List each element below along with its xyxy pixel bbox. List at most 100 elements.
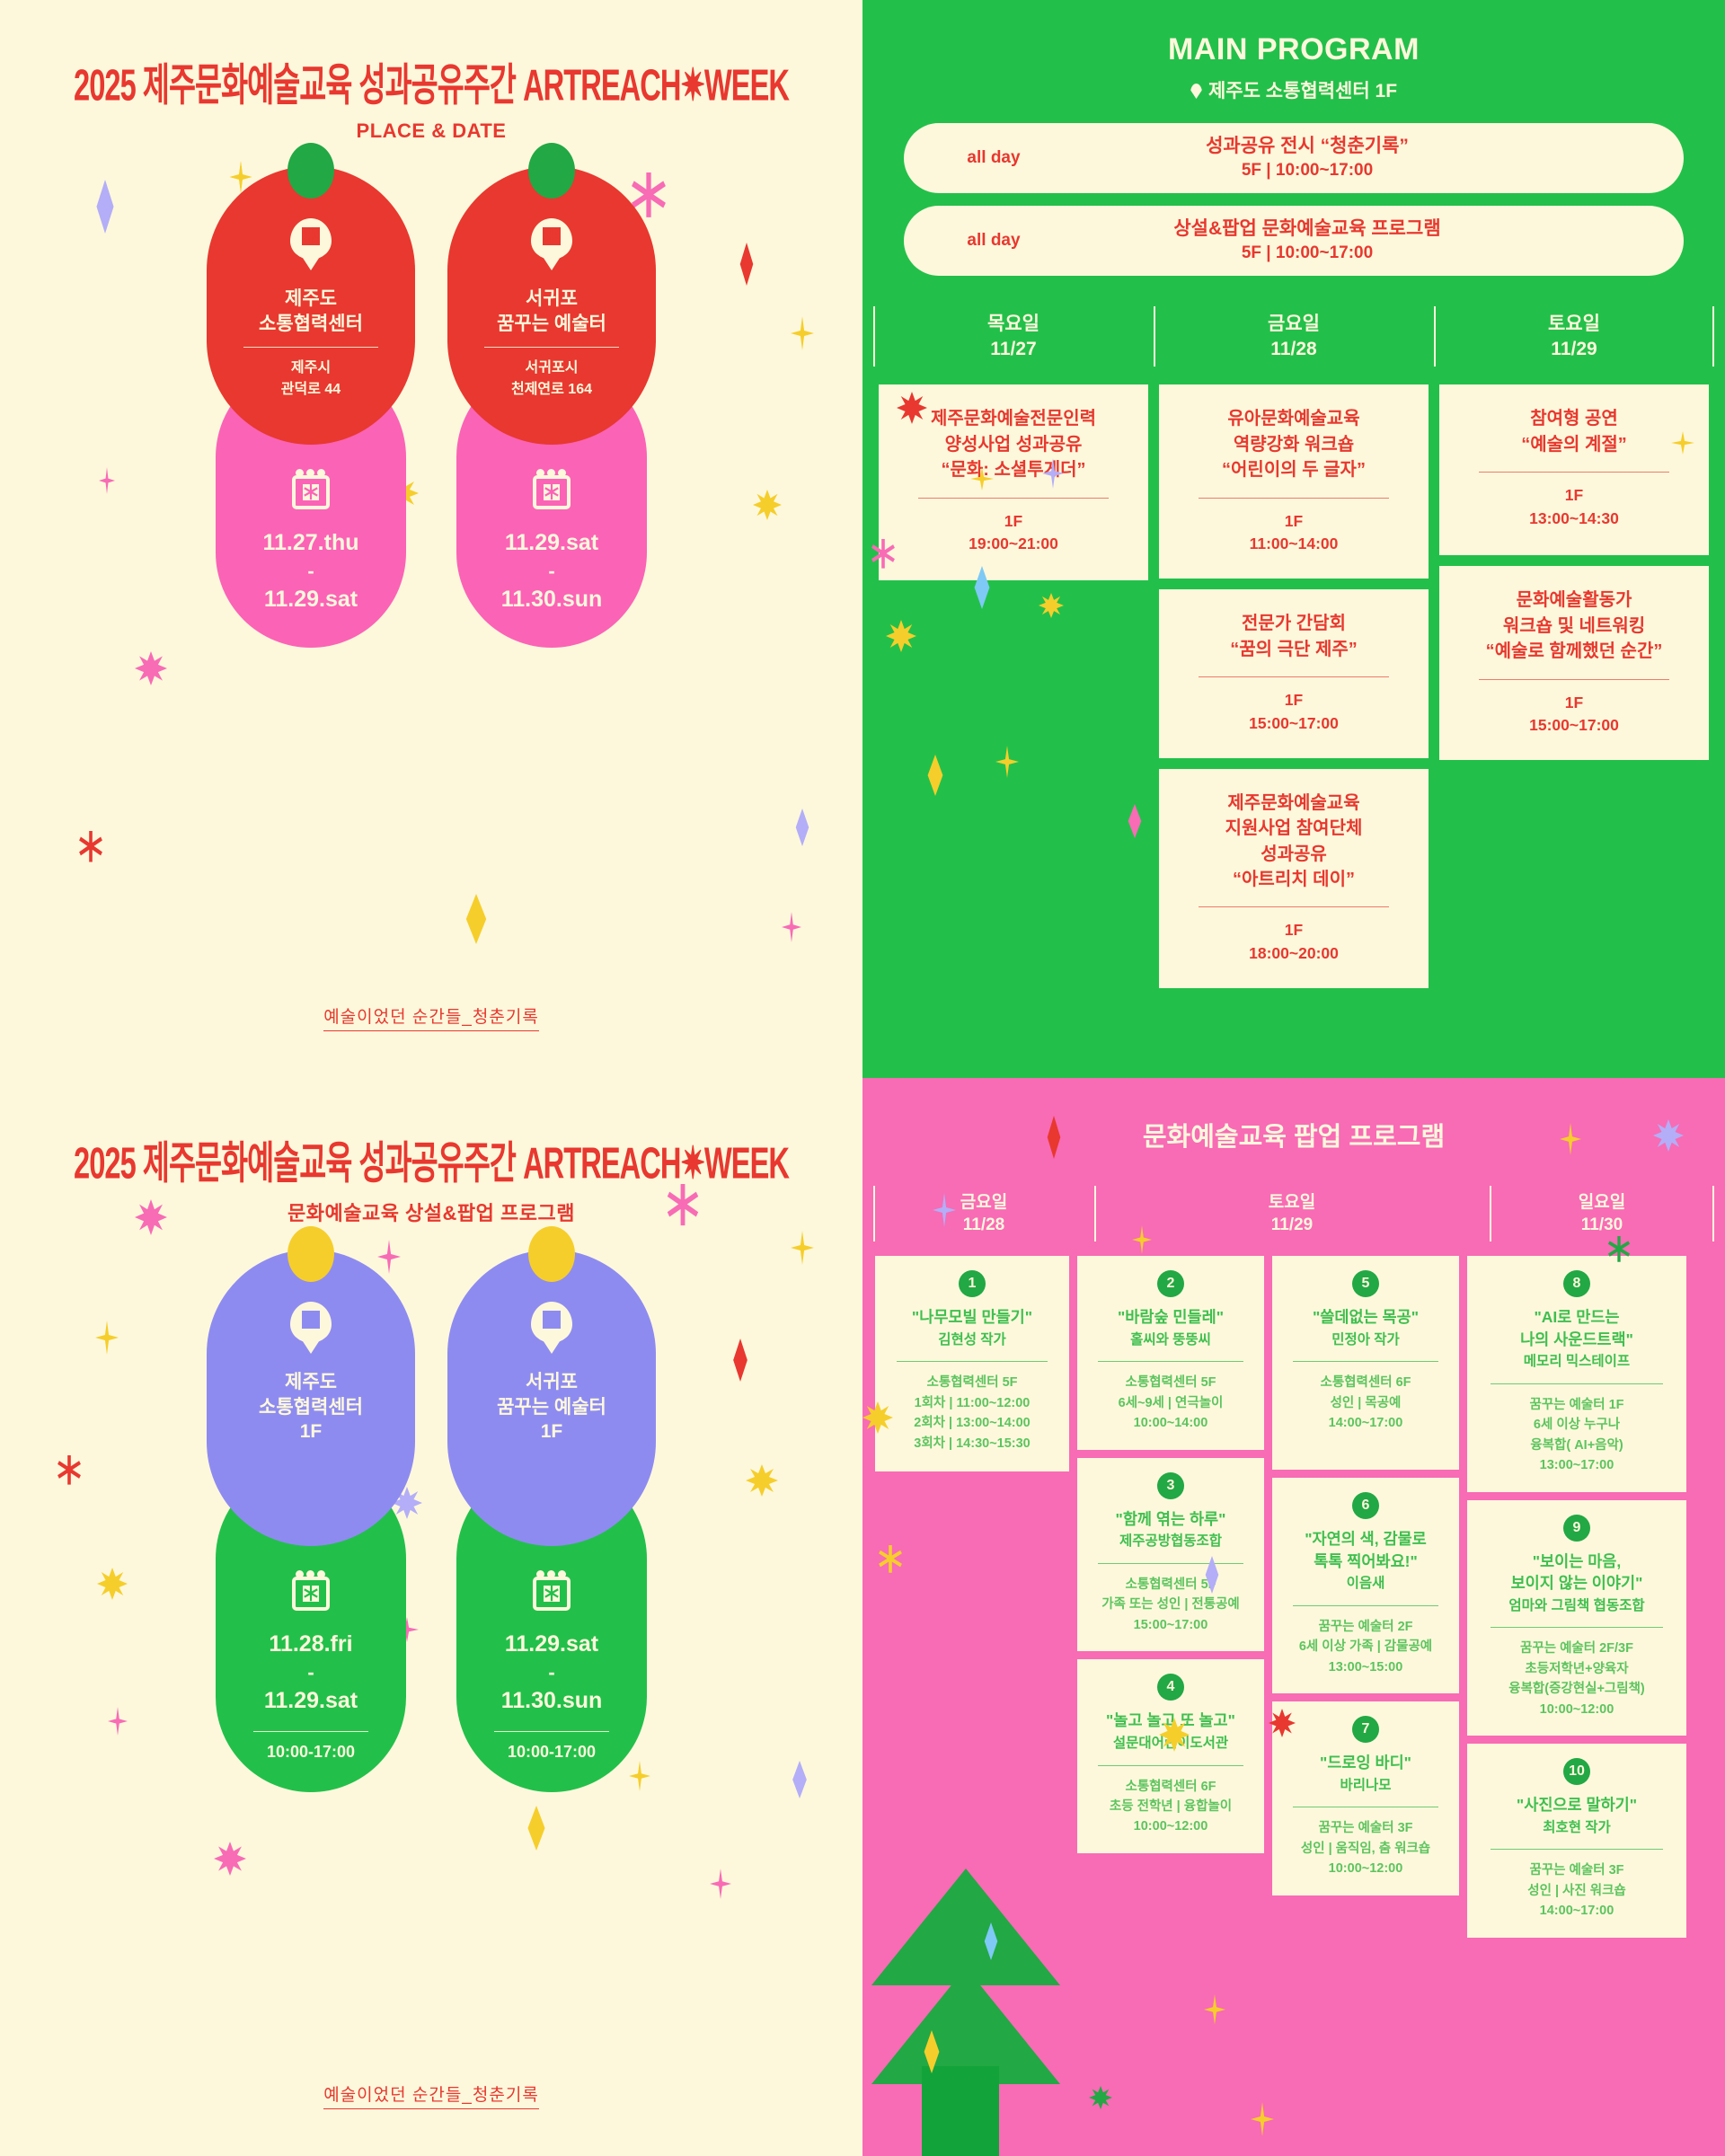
- divider: [1478, 678, 1670, 680]
- day-date: 11/27: [990, 338, 1037, 359]
- day-weekday: 금요일: [1268, 314, 1320, 334]
- calendar-icon: [531, 468, 572, 509]
- popup-day-header: 토요일 11/29: [1094, 1184, 1490, 1243]
- allday-title: 성과공유 전시 “청춘기록”: [1206, 135, 1409, 156]
- popup-card-title: "나무모빌 만들기": [911, 1308, 1033, 1327]
- popup-card-author: 이음새: [1346, 1576, 1385, 1592]
- day-date: 11/29: [1551, 338, 1597, 359]
- popup-card-meta: 소통협력센터 6F 초등 전학년 | 융합놀이 10:00~12:00: [1109, 1779, 1233, 1834]
- popup-card: 6 "자연의 색, 감물로 톡톡 찍어봐요!" 이음새 꿈꾸는 예술터 2F 6…: [1272, 1478, 1459, 1694]
- popup-card-title: "함께 엮는 하루": [1115, 1509, 1226, 1528]
- divider: [1098, 1764, 1243, 1766]
- popup-card-meta: 꿈꾸는 예술터 3F 성인 | 움직임, 춤 워크숍 10:00~12:00: [1300, 1821, 1431, 1877]
- date-line2: 11.30.sun: [500, 1687, 603, 1713]
- popup-card-meta: 소통협력센터 5F 가족 또는 성인 | 전통공예 15:00~17:00: [1101, 1577, 1240, 1632]
- place-name-line2: 꿈꾸는 예술터: [497, 313, 606, 334]
- card-number-badge: 3: [1157, 1471, 1184, 1499]
- popup-card: 7 "드로잉 바디" 바리나모 꿈꾸는 예술터 3F 성인 | 움직임, 춤 워…: [1272, 1701, 1459, 1895]
- popup-day-header-row: 금요일 11/28 토요일 11/29 일요일 11/30: [873, 1184, 1714, 1243]
- day-date: 11/28: [962, 1215, 1005, 1235]
- day-header: 토요일 11/29: [1434, 303, 1714, 370]
- popup-card-author: 최호현 작가: [1543, 1819, 1611, 1835]
- place-card: 서귀포 꿈꾸는 예술터 서귀포시 천제연로 164: [447, 143, 656, 445]
- place-address: 서귀포시 천제연로 164: [511, 358, 592, 399]
- event-card: 전문가 간담회 “꿈의 극단 제주” 1F 15:00~17:00: [1159, 589, 1429, 758]
- place-card: 제주도 소통협력센터 1F: [207, 1226, 415, 1546]
- place-date-subhead: PLACE & DATE: [356, 119, 507, 142]
- popup-program-columns: 1 "나무모빌 만들기" 김현성 작가 소통협력센터 5F 1회차 | 11:0…: [875, 1256, 1712, 1938]
- wordmark-title: 2025 제주문화예술교육 성과공유주간 ARTREACH✷WEEK: [74, 61, 790, 111]
- address-line2: 천제연로 164: [510, 381, 593, 397]
- program-columns: 제주문화예술전문인력 양성사업 성과공유 “문화: 소셜투게더” 1F 19:0…: [879, 384, 1709, 989]
- day-header: 금요일 11/28: [1154, 303, 1434, 370]
- popup-card-meta: 꿈꾸는 예술터 3F 성인 | 사진 워크숍 14:00~17:00: [1527, 1863, 1626, 1919]
- event-time: 18:00~20:00: [1249, 943, 1339, 962]
- calendar-icon: [290, 468, 332, 509]
- event-card: 문화예술활동가 워크숍 및 네트워킹 “예술로 함께했던 순간” 1F 15:0…: [1439, 566, 1709, 761]
- allday-label: all day: [967, 148, 1021, 167]
- christmas-tree-decoration: [862, 1815, 1096, 2156]
- popup-card-meta: 꿈꾸는 예술터 2F 6세 이상 가족 | 감물공예 13:00~15:00: [1298, 1619, 1433, 1674]
- divider: [1478, 472, 1670, 473]
- place-name: 서귀포 꿈꾸는 예술터 1F: [497, 1370, 606, 1445]
- popup-card-meta: 소통협력센터 5F 6세~9세 | 연극놀이 10:00~14:00: [1118, 1375, 1224, 1431]
- program-column-friday: 유아문화예술교육 역량강화 워크숍 “어린이의 두 글자” 1F 11:00~1…: [1159, 384, 1429, 989]
- location-block-2: 서귀포 꿈꾸는 예술터 1F 11.29.sat - 11.30.sun: [447, 1226, 656, 1792]
- event-card: 제주문화예술전문인력 양성사업 성과공유 “문화: 소셜투게더” 1F 19:0…: [879, 384, 1148, 581]
- event-time: 15:00~17:00: [1529, 715, 1619, 734]
- map-pin-icon: [290, 1302, 332, 1354]
- card-number-badge: 5: [1352, 1270, 1379, 1298]
- popup-card-author: 민정아 작가: [1331, 1331, 1400, 1348]
- main-program-title: MAIN PROGRAM: [1168, 32, 1420, 66]
- event-floor: 1F: [1284, 921, 1304, 940]
- popup-card-title: "쓸데없는 목공": [1312, 1308, 1420, 1327]
- date-dash: -: [307, 1660, 314, 1683]
- date-line1: 11.29.sat: [504, 1631, 599, 1657]
- popup-column-2: 2 "바람숲 민들레" 홀씨와 뚱뚱씨 소통협력센터 5F 6세~9세 | 연극…: [1077, 1256, 1264, 1853]
- event-floor: 1F: [1284, 511, 1304, 530]
- date-dash: -: [548, 559, 555, 582]
- program-column-saturday: 참여형 공연 “예술의 계절” 1F 13:00~14:30 문화예술활동가 워…: [1439, 384, 1709, 761]
- event-meta: 1F 15:00~17:00: [1172, 689, 1416, 735]
- map-pin-icon: [531, 218, 572, 270]
- date-time: 10:00-17:00: [507, 1742, 597, 1761]
- divider: [917, 497, 1110, 499]
- popup-card: 10 "사진으로 말하기" 최호현 작가 꿈꾸는 예술터 3F 성인 | 사진 …: [1467, 1744, 1686, 1938]
- bulb-decoration: [288, 143, 334, 199]
- event-time: 13:00~14:30: [1529, 508, 1619, 527]
- footer-note: 예술이었던 순간들_청춘기록: [0, 2081, 862, 2109]
- event-title: 전문가 간담회 “꿈의 극단 제주”: [1230, 614, 1358, 659]
- popup-card-author: 엄마와 그림책 협동조합: [1508, 1597, 1645, 1613]
- program-column-thursday: 제주문화예술전문인력 양성사업 성과공유 “문화: 소셜투게더” 1F 19:0…: [879, 384, 1148, 581]
- card-number-badge: 6: [1352, 1492, 1379, 1520]
- event-card: 유아문화예술교육 역량강화 워크숍 “어린이의 두 글자” 1F 11:00~1…: [1159, 384, 1429, 579]
- popup-card-title: "드로잉 바디": [1320, 1754, 1411, 1772]
- popup-card: 5 "쓸데없는 목공" 민정아 작가 소통협력센터 6F 성인 | 목공예 14…: [1272, 1256, 1459, 1471]
- event-floor: 1F: [1004, 511, 1023, 530]
- location-block-2: 서귀포 꿈꾸는 예술터 서귀포시 천제연로 164 11.29: [447, 143, 656, 648]
- main-program-location: 제주도 소통협력센터 1F: [862, 76, 1725, 103]
- event-title: 참여형 공연 “예술의 계절”: [1521, 409, 1627, 455]
- divider: [253, 1730, 368, 1732]
- divider: [1293, 1361, 1438, 1363]
- allday-row: all day 상설&팝업 문화예술교육 프로그램 5F | 10:00~17:…: [904, 206, 1684, 276]
- popup-column-1: 1 "나무모빌 만들기" 김현성 작가 소통협력센터 5F 1회차 | 11:0…: [875, 1256, 1069, 1472]
- popup-card-meta: 소통협력센터 5F 1회차 | 11:00~12:00 2회차 | 13:00~…: [914, 1375, 1031, 1451]
- date-line1: 11.29.sat: [504, 530, 599, 555]
- map-pin-icon: [531, 1302, 572, 1354]
- divider: [494, 1730, 609, 1732]
- day-weekday: 금요일: [960, 1193, 1008, 1212]
- event-title: 제주문화예술전문인력 양성사업 성과공유 “문화: 소셜투게더”: [931, 409, 1096, 481]
- place-name-line1: 제주도: [285, 288, 337, 309]
- address-line1: 제주시: [290, 360, 332, 376]
- bulb-decoration: [288, 1226, 334, 1282]
- place-name-line1: 서귀포: [526, 1372, 578, 1392]
- divider: [1490, 1849, 1664, 1851]
- event-card: 제주문화예술교육 지원사업 참여단체 성과공유 “아트리치 데이” 1F 18:…: [1159, 768, 1429, 989]
- event-meta: 1F 19:00~21:00: [891, 510, 1136, 556]
- divider: [484, 347, 619, 349]
- divider: [1293, 1604, 1438, 1606]
- event-time: 15:00~17:00: [1249, 713, 1339, 732]
- divider: [1490, 1383, 1664, 1384]
- location-block-1: 제주도 소통협력센터 1F 11.28.fri - 11.29.sat: [207, 1226, 415, 1792]
